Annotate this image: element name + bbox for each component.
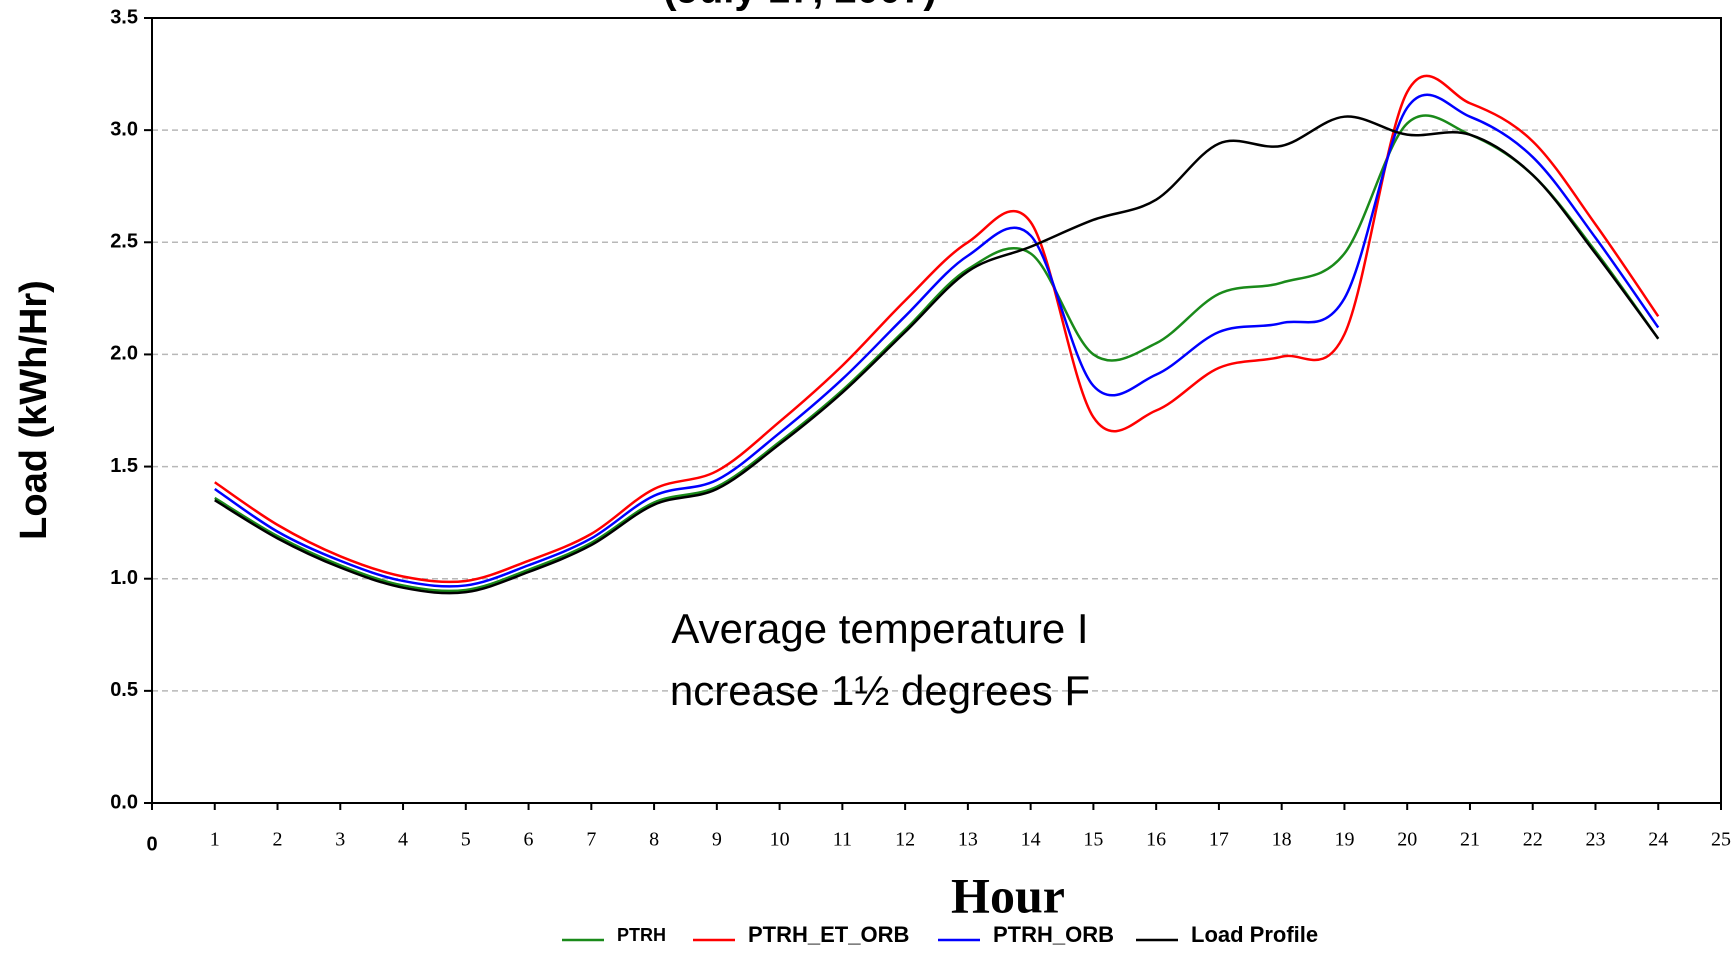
y-tick-label: 0.5 xyxy=(110,679,138,701)
series-line xyxy=(214,74,1660,584)
legend-label: PTRH xyxy=(617,925,666,945)
legend-label: PTRH_ET_ORB xyxy=(748,922,909,947)
x-tick-label: 18 xyxy=(1272,829,1292,851)
x-tick-label: 20 xyxy=(1397,829,1417,851)
x-tick-label: 15 xyxy=(1083,829,1103,851)
chart-title: (July 17, 2007) xyxy=(663,0,937,12)
x-tick-label: 11 xyxy=(833,829,852,851)
y-tick-label: 1.5 xyxy=(110,455,138,477)
x-tick-label: 6 xyxy=(524,829,534,851)
series-line xyxy=(214,93,1660,588)
x-tick-label: 17 xyxy=(1209,829,1229,851)
annotation: Average temperature I xyxy=(671,605,1088,652)
x-tick-label: 13 xyxy=(958,829,978,851)
x-tick-label: 16 xyxy=(1146,829,1166,851)
series-line xyxy=(214,115,1660,595)
x-tick-label: 22 xyxy=(1523,829,1543,851)
x-tick-label: 2 xyxy=(273,829,283,851)
legend-label: PTRH_ORB xyxy=(993,922,1114,947)
plot-frame xyxy=(151,17,1722,804)
legend-label: Load Profile xyxy=(1191,922,1318,947)
x-axis-label: Hour xyxy=(951,867,1065,923)
x-tick-label: 21 xyxy=(1460,829,1480,851)
x-tick-label: 8 xyxy=(649,829,659,851)
x-tick-label: 24 xyxy=(1648,829,1668,851)
x-tick-label: 23 xyxy=(1585,829,1605,851)
x-tick-label: 1 xyxy=(210,829,220,851)
x-tick-label: 4 xyxy=(398,829,408,851)
y-tick-label: 3.5 xyxy=(110,6,138,28)
x-tick-label: 9 xyxy=(712,829,722,851)
x-tick-label: 12 xyxy=(895,829,915,851)
x-tick-label: 7 xyxy=(586,829,596,851)
y-tick-label: 3.0 xyxy=(110,118,138,140)
y-axis-label: Load (kWh/Hr) xyxy=(13,280,55,540)
x-tick-label: 3 xyxy=(335,829,345,851)
y-tick-label: 0.0 xyxy=(110,791,138,813)
x-tick-label: 19 xyxy=(1334,829,1354,851)
x-tick-label: 10 xyxy=(770,829,790,851)
series-line xyxy=(214,114,1660,593)
x-tick-label: 0 xyxy=(146,833,157,855)
x-tick-label: 25 xyxy=(1711,829,1731,851)
annotation: ncrease 1½ degrees F xyxy=(670,667,1090,714)
x-tick-label: 14 xyxy=(1021,829,1041,851)
y-tick-label: 1.0 xyxy=(110,567,138,589)
x-tick-label: 5 xyxy=(461,829,471,851)
y-tick-label: 2.5 xyxy=(110,231,138,253)
y-tick-label: 2.0 xyxy=(110,343,138,365)
